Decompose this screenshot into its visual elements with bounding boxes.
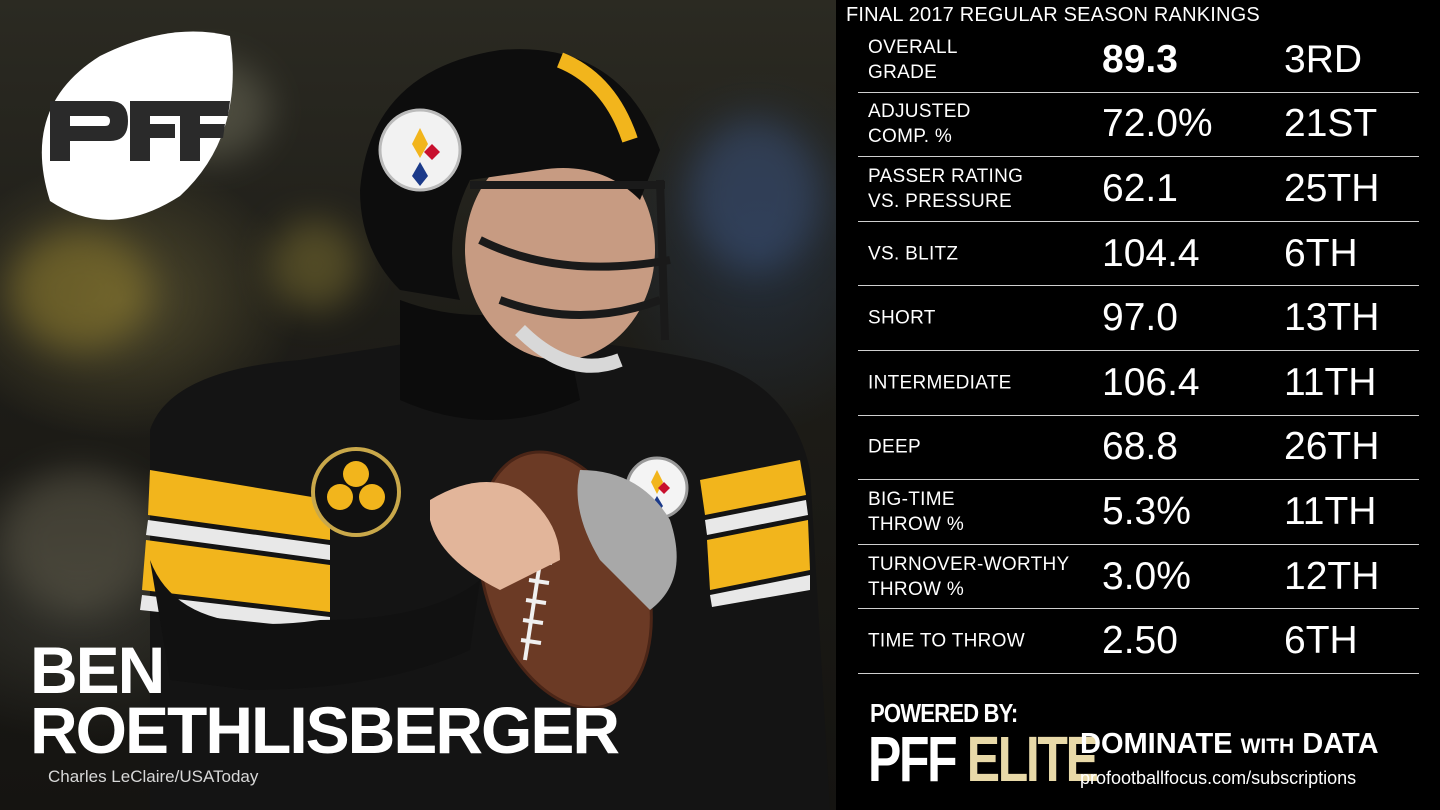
stat-label: DEEP [868, 435, 1088, 460]
stat-rank: 6TH [1284, 231, 1358, 275]
subscriptions-link[interactable]: profootballfocus.com/subscriptions [1080, 768, 1357, 788]
tagline-with: WITH [1240, 735, 1295, 758]
powered-by-label: POWERED BY: [870, 698, 1018, 728]
stat-label-line2: GRADE [868, 61, 938, 83]
tagline-dominate: DOMINATE [1080, 728, 1233, 760]
stat-value: 72.0% [1102, 102, 1213, 146]
pff-logo [41, 31, 233, 220]
stat-label: PASSER RATING VS. PRESSURE [868, 164, 1088, 214]
stat-value: 104.4 [1102, 231, 1200, 275]
stat-value: 97.0 [1102, 296, 1178, 340]
stat-row: VS. BLITZ 104.4 6TH [858, 222, 1419, 287]
stat-rank: 11TH [1284, 360, 1377, 404]
player-name: BEN ROETHLISBERGER [30, 633, 620, 767]
panel-title: FINAL 2017 REGULAR SEASON RANKINGS [846, 4, 1260, 26]
stat-label-line2: COMP. % [868, 126, 953, 148]
stat-row: OVERALL GRADE 89.3 3RD [858, 28, 1419, 93]
stat-label-line2: THROW % [868, 513, 965, 535]
stat-rank: 3RD [1284, 37, 1363, 81]
stat-rank: 12TH [1284, 554, 1380, 598]
stat-value: 68.8 [1102, 425, 1178, 469]
stat-label: SHORT [868, 306, 1088, 331]
stat-label: VS. BLITZ [868, 241, 1088, 266]
stat-label-line1: DEEP [868, 436, 921, 458]
stat-row: DEEP 68.8 26TH [858, 416, 1419, 481]
stat-label-line1: TURNOVER-WORTHY [868, 553, 1070, 575]
stat-row: TURNOVER-WORTHY THROW % 3.0% 12TH [858, 545, 1419, 610]
stat-label-line1: VS. BLITZ [868, 243, 959, 265]
stat-value: 106.4 [1102, 360, 1200, 404]
player-last-name: ROETHLISBERGER [30, 693, 620, 767]
stat-rank: 13TH [1284, 296, 1380, 340]
stat-rank: 11TH [1284, 489, 1377, 533]
stat-rank: 25TH [1284, 166, 1380, 210]
stat-row: BIG-TIME THROW % 5.3% 11TH [858, 480, 1419, 545]
stat-value: 5.3% [1102, 489, 1191, 533]
stat-row: ADJUSTED COMP. % 72.0% 21ST [858, 93, 1419, 158]
stat-label: BIG-TIME THROW % [868, 487, 1088, 537]
footer-promo: POWERED BY: PFF ELITE DOMINATE WITH DATA… [836, 690, 1440, 810]
stat-label: ADJUSTED COMP. % [868, 99, 1088, 149]
pff-elite-elite: ELITE [966, 723, 1099, 795]
stat-rank: 6TH [1284, 619, 1358, 663]
player-illustration [140, 49, 830, 810]
player-first-name: BEN [30, 633, 165, 707]
stat-label: TURNOVER-WORTHY THROW % [868, 552, 1088, 602]
stat-row: SHORT 97.0 13TH [858, 286, 1419, 351]
player-photo: BEN ROETHLISBERGER Charles LeClaire/USAT… [0, 0, 836, 810]
stat-value: 2.50 [1102, 619, 1178, 663]
stats-panel: FINAL 2017 REGULAR SEASON RANKINGS OVERA… [836, 0, 1440, 810]
stat-rank: 21ST [1284, 102, 1378, 146]
photo-credit: Charles LeClaire/USAToday [48, 767, 259, 786]
stat-label-line1: PASSER RATING [868, 165, 1024, 187]
stats-table: OVERALL GRADE 89.3 3RD ADJUSTED COMP. % 72.0% 2… [858, 28, 1419, 674]
pff-elite-logo: PFF ELITE [868, 723, 1099, 795]
stat-row: PASSER RATING VS. PRESSURE 62.1 25TH [858, 157, 1419, 222]
stat-label-line2: VS. PRESSURE [868, 190, 1013, 212]
tagline-data: DATA [1302, 728, 1379, 760]
stat-label-line1: BIG-TIME [868, 488, 955, 510]
stat-label-line1: INTERMEDIATE [868, 372, 1012, 394]
stat-value: 62.1 [1102, 166, 1178, 210]
stat-label-line1: SHORT [868, 307, 936, 329]
pff-elite-pff: PFF [868, 723, 958, 795]
stat-rank: 26TH [1284, 425, 1380, 469]
dominate-tagline: DOMINATE WITH DATA [1080, 728, 1379, 761]
stat-label-line2: THROW % [868, 578, 965, 600]
stat-label: INTERMEDIATE [868, 370, 1088, 395]
stat-row: INTERMEDIATE 106.4 11TH [858, 351, 1419, 416]
stat-value: 89.3 [1102, 37, 1178, 81]
stat-label-line1: TIME TO THROW [868, 630, 1025, 652]
stat-row: TIME TO THROW 2.50 6TH [858, 609, 1419, 674]
stat-label-line1: ADJUSTED [868, 101, 971, 123]
stat-label: OVERALL GRADE [868, 35, 1088, 85]
stat-label: TIME TO THROW [868, 629, 1088, 654]
stat-value: 3.0% [1102, 554, 1191, 598]
stat-label-line1: OVERALL [868, 36, 958, 58]
